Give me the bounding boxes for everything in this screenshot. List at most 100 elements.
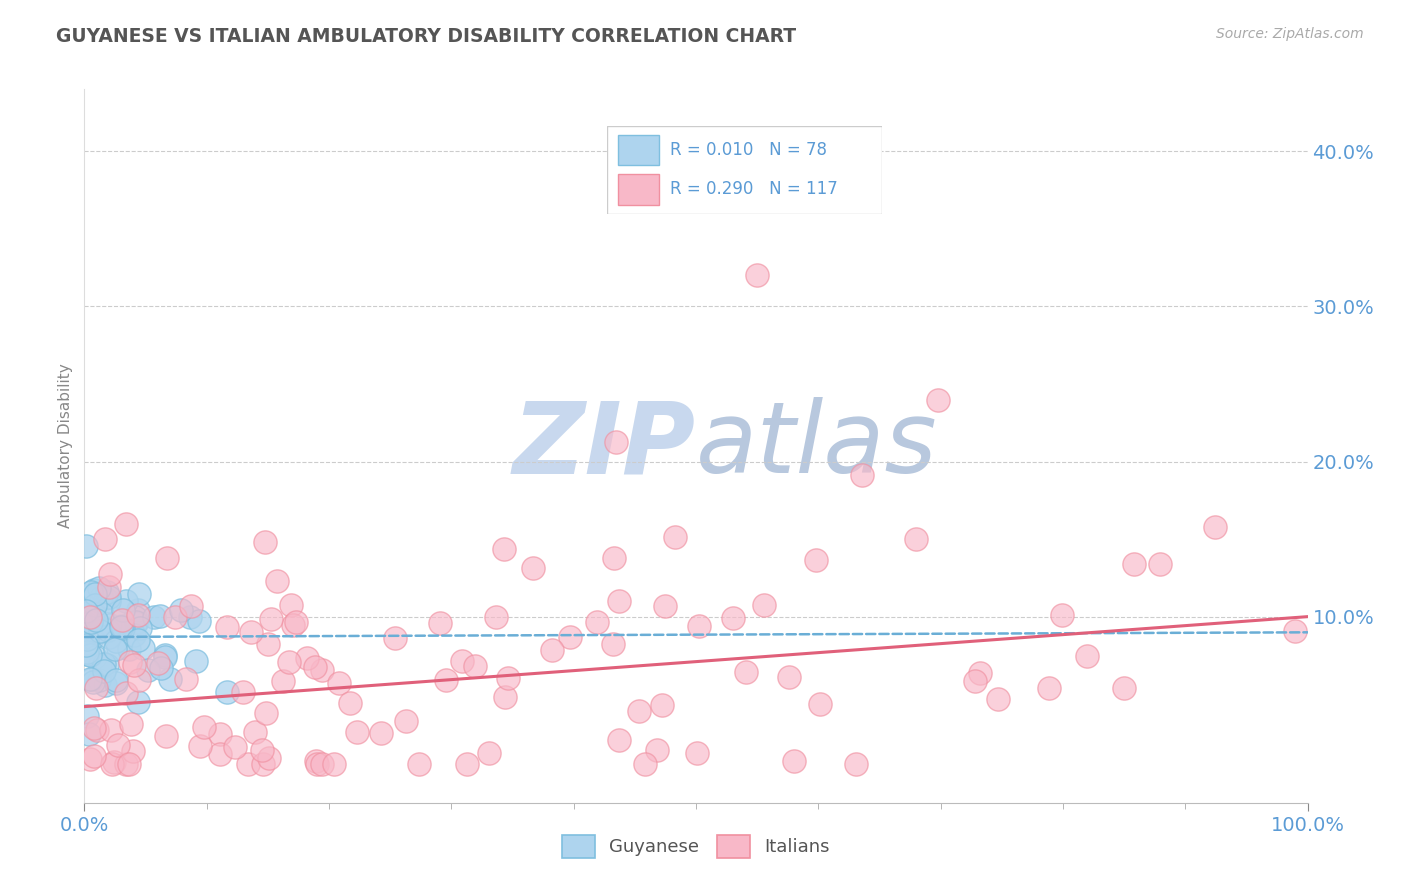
Point (80, 632, 103, 646)
Point (136, 663, 159, 677)
Point (84, 681, 107, 695)
Point (627, 705, 650, 719)
Point (149, 608, 172, 623)
Point (84, 613, 107, 627)
Point (89, 658, 111, 673)
Point (101, 757, 124, 772)
Point (122, 657, 145, 672)
Point (1204, 520, 1226, 534)
Point (602, 637, 624, 651)
Point (328, 676, 350, 690)
Point (97, 590, 120, 604)
Point (721, 611, 744, 625)
Point (100, 723, 122, 737)
Point (651, 698, 673, 712)
Point (76, 632, 98, 647)
Point (96, 658, 118, 673)
Point (79, 673, 101, 687)
Point (86, 723, 108, 738)
Bar (617, 174, 659, 205)
Text: Source: ZipAtlas.com: Source: ZipAtlas.com (1216, 27, 1364, 41)
Point (686, 747, 709, 761)
Point (586, 615, 609, 629)
Point (93, 532, 115, 546)
Point (114, 516, 136, 531)
Point (188, 615, 211, 629)
Point (75, 638, 97, 652)
Point (752, 598, 775, 612)
Point (735, 665, 758, 680)
Point (522, 561, 544, 575)
Point (79, 609, 101, 624)
Point (456, 757, 478, 772)
Point (104, 673, 127, 687)
Point (115, 593, 138, 607)
Bar (617, 135, 659, 165)
Point (80, 585, 103, 599)
Point (851, 468, 873, 483)
Point (193, 721, 215, 735)
Point (965, 673, 987, 688)
Point (1123, 557, 1146, 571)
Point (75, 606, 97, 620)
Point (778, 670, 800, 684)
Point (304, 660, 326, 674)
Point (75, 646, 97, 660)
Point (450, 654, 472, 668)
Point (107, 739, 129, 753)
Point (127, 633, 149, 648)
Point (111, 613, 134, 627)
Point (339, 696, 361, 710)
Point (1114, 681, 1136, 695)
Point (1038, 681, 1060, 695)
Point (165, 610, 187, 624)
Point (93, 665, 115, 679)
Point (87, 673, 110, 687)
Point (494, 690, 516, 704)
Point (322, 757, 344, 772)
Point (120, 716, 142, 731)
Point (111, 621, 134, 635)
Point (346, 724, 368, 739)
Point (82, 674, 104, 689)
Point (1284, 624, 1306, 638)
Point (311, 663, 333, 677)
Point (254, 535, 277, 549)
Point (98, 566, 121, 581)
Text: ZIP: ZIP (513, 398, 696, 494)
Point (153, 649, 176, 664)
Point (236, 757, 259, 772)
Point (80, 615, 103, 629)
Point (148, 656, 170, 670)
Point (260, 612, 283, 626)
Point (305, 754, 328, 768)
Point (127, 608, 149, 623)
Point (76, 709, 98, 723)
FancyBboxPatch shape (607, 126, 882, 213)
Point (607, 733, 630, 747)
Point (804, 553, 827, 567)
Point (115, 685, 138, 699)
Point (395, 714, 418, 729)
Point (83, 749, 105, 764)
Point (83, 583, 105, 598)
Point (128, 587, 150, 601)
Point (80, 611, 103, 625)
Point (76, 645, 98, 659)
Point (188, 739, 211, 753)
Point (90, 607, 112, 621)
Point (747, 268, 769, 283)
Point (179, 609, 201, 624)
Point (125, 615, 148, 630)
Point (107, 641, 129, 656)
Point (112, 603, 135, 617)
Point (75, 540, 97, 554)
Point (105, 676, 128, 690)
Point (155, 648, 177, 662)
Point (79, 648, 101, 662)
Point (80, 672, 103, 686)
Point (143, 610, 166, 624)
Point (184, 654, 207, 668)
Point (79, 752, 101, 766)
Point (384, 631, 406, 645)
